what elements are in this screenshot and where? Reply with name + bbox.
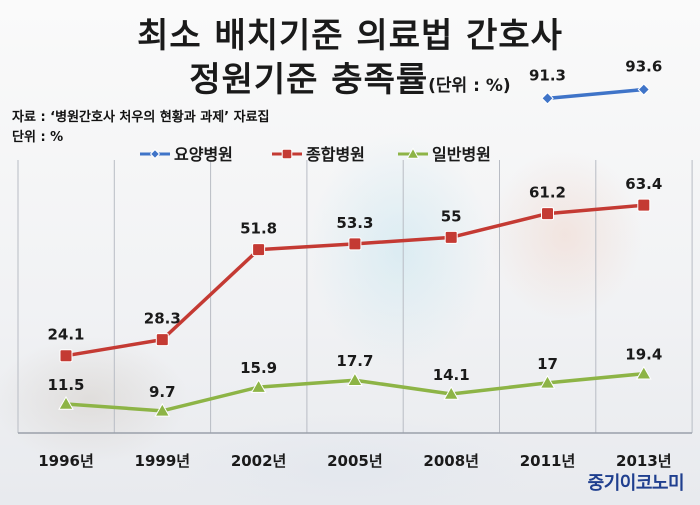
data-label: 15.9 [240,359,277,377]
legend-label: 일반병원 [432,145,491,164]
data-label: 63.4 [625,175,662,193]
data-point [59,349,73,363]
legend-label: 종합병원 [306,145,365,164]
data-point [444,230,458,244]
publisher-logo: 중기이코노미 [587,473,685,494]
series-line [547,87,644,101]
x-tick-label: 1996년 [38,452,94,470]
data-label: 11.5 [47,376,84,394]
data-point [539,374,556,389]
chart-title-line2: 정원기준 충족률(단위 : %) [189,60,511,100]
data-label: 24.1 [47,326,84,344]
legend-marker [149,148,161,160]
data-label: 61.2 [529,184,566,202]
data-point [637,198,651,212]
x-tick-label: 1999년 [135,452,191,470]
legend-marker [281,148,293,160]
data-point [541,207,554,221]
data-label: 17.7 [336,352,373,370]
data-label: 93.6 [625,58,662,76]
data-label: 19.4 [625,346,662,364]
x-tick-label: 2005년 [327,452,383,470]
data-label: 51.8 [240,220,277,238]
data-label: 55 [441,207,462,225]
data-label: 9.7 [149,383,176,401]
data-label: 14.1 [433,366,470,384]
data-point [443,385,460,400]
data-point [347,372,363,386]
x-tick-label: 2013년 [616,452,672,470]
data-point [252,243,266,257]
data-point [635,365,652,380]
unit-note: 단위 : % [12,130,64,145]
legend-label: 요양병원 [174,145,233,164]
source-note: 자료 : ‘병원간호사 처우의 현황과 과제’ 자료집 [12,110,270,125]
data-label: 17 [537,355,558,373]
data-label: 53.3 [336,214,373,232]
data-point [154,402,171,417]
x-tick-label: 2011년 [520,452,576,470]
data-label: 28.3 [144,310,181,328]
data-point [348,237,362,251]
data-point [541,92,554,105]
legend-marker [406,147,420,159]
title-unit: (단위 : %) [428,76,511,96]
data-point [250,379,267,393]
x-tick-label: 2008년 [423,452,479,470]
data-point [637,83,651,96]
x-tick-label: 2002년 [231,452,287,470]
chart-title-line1: 최소 배치기준 의료법 간호사 [137,16,563,56]
data-label: 91.3 [529,66,566,84]
data-point [58,395,74,410]
data-point [155,333,169,347]
